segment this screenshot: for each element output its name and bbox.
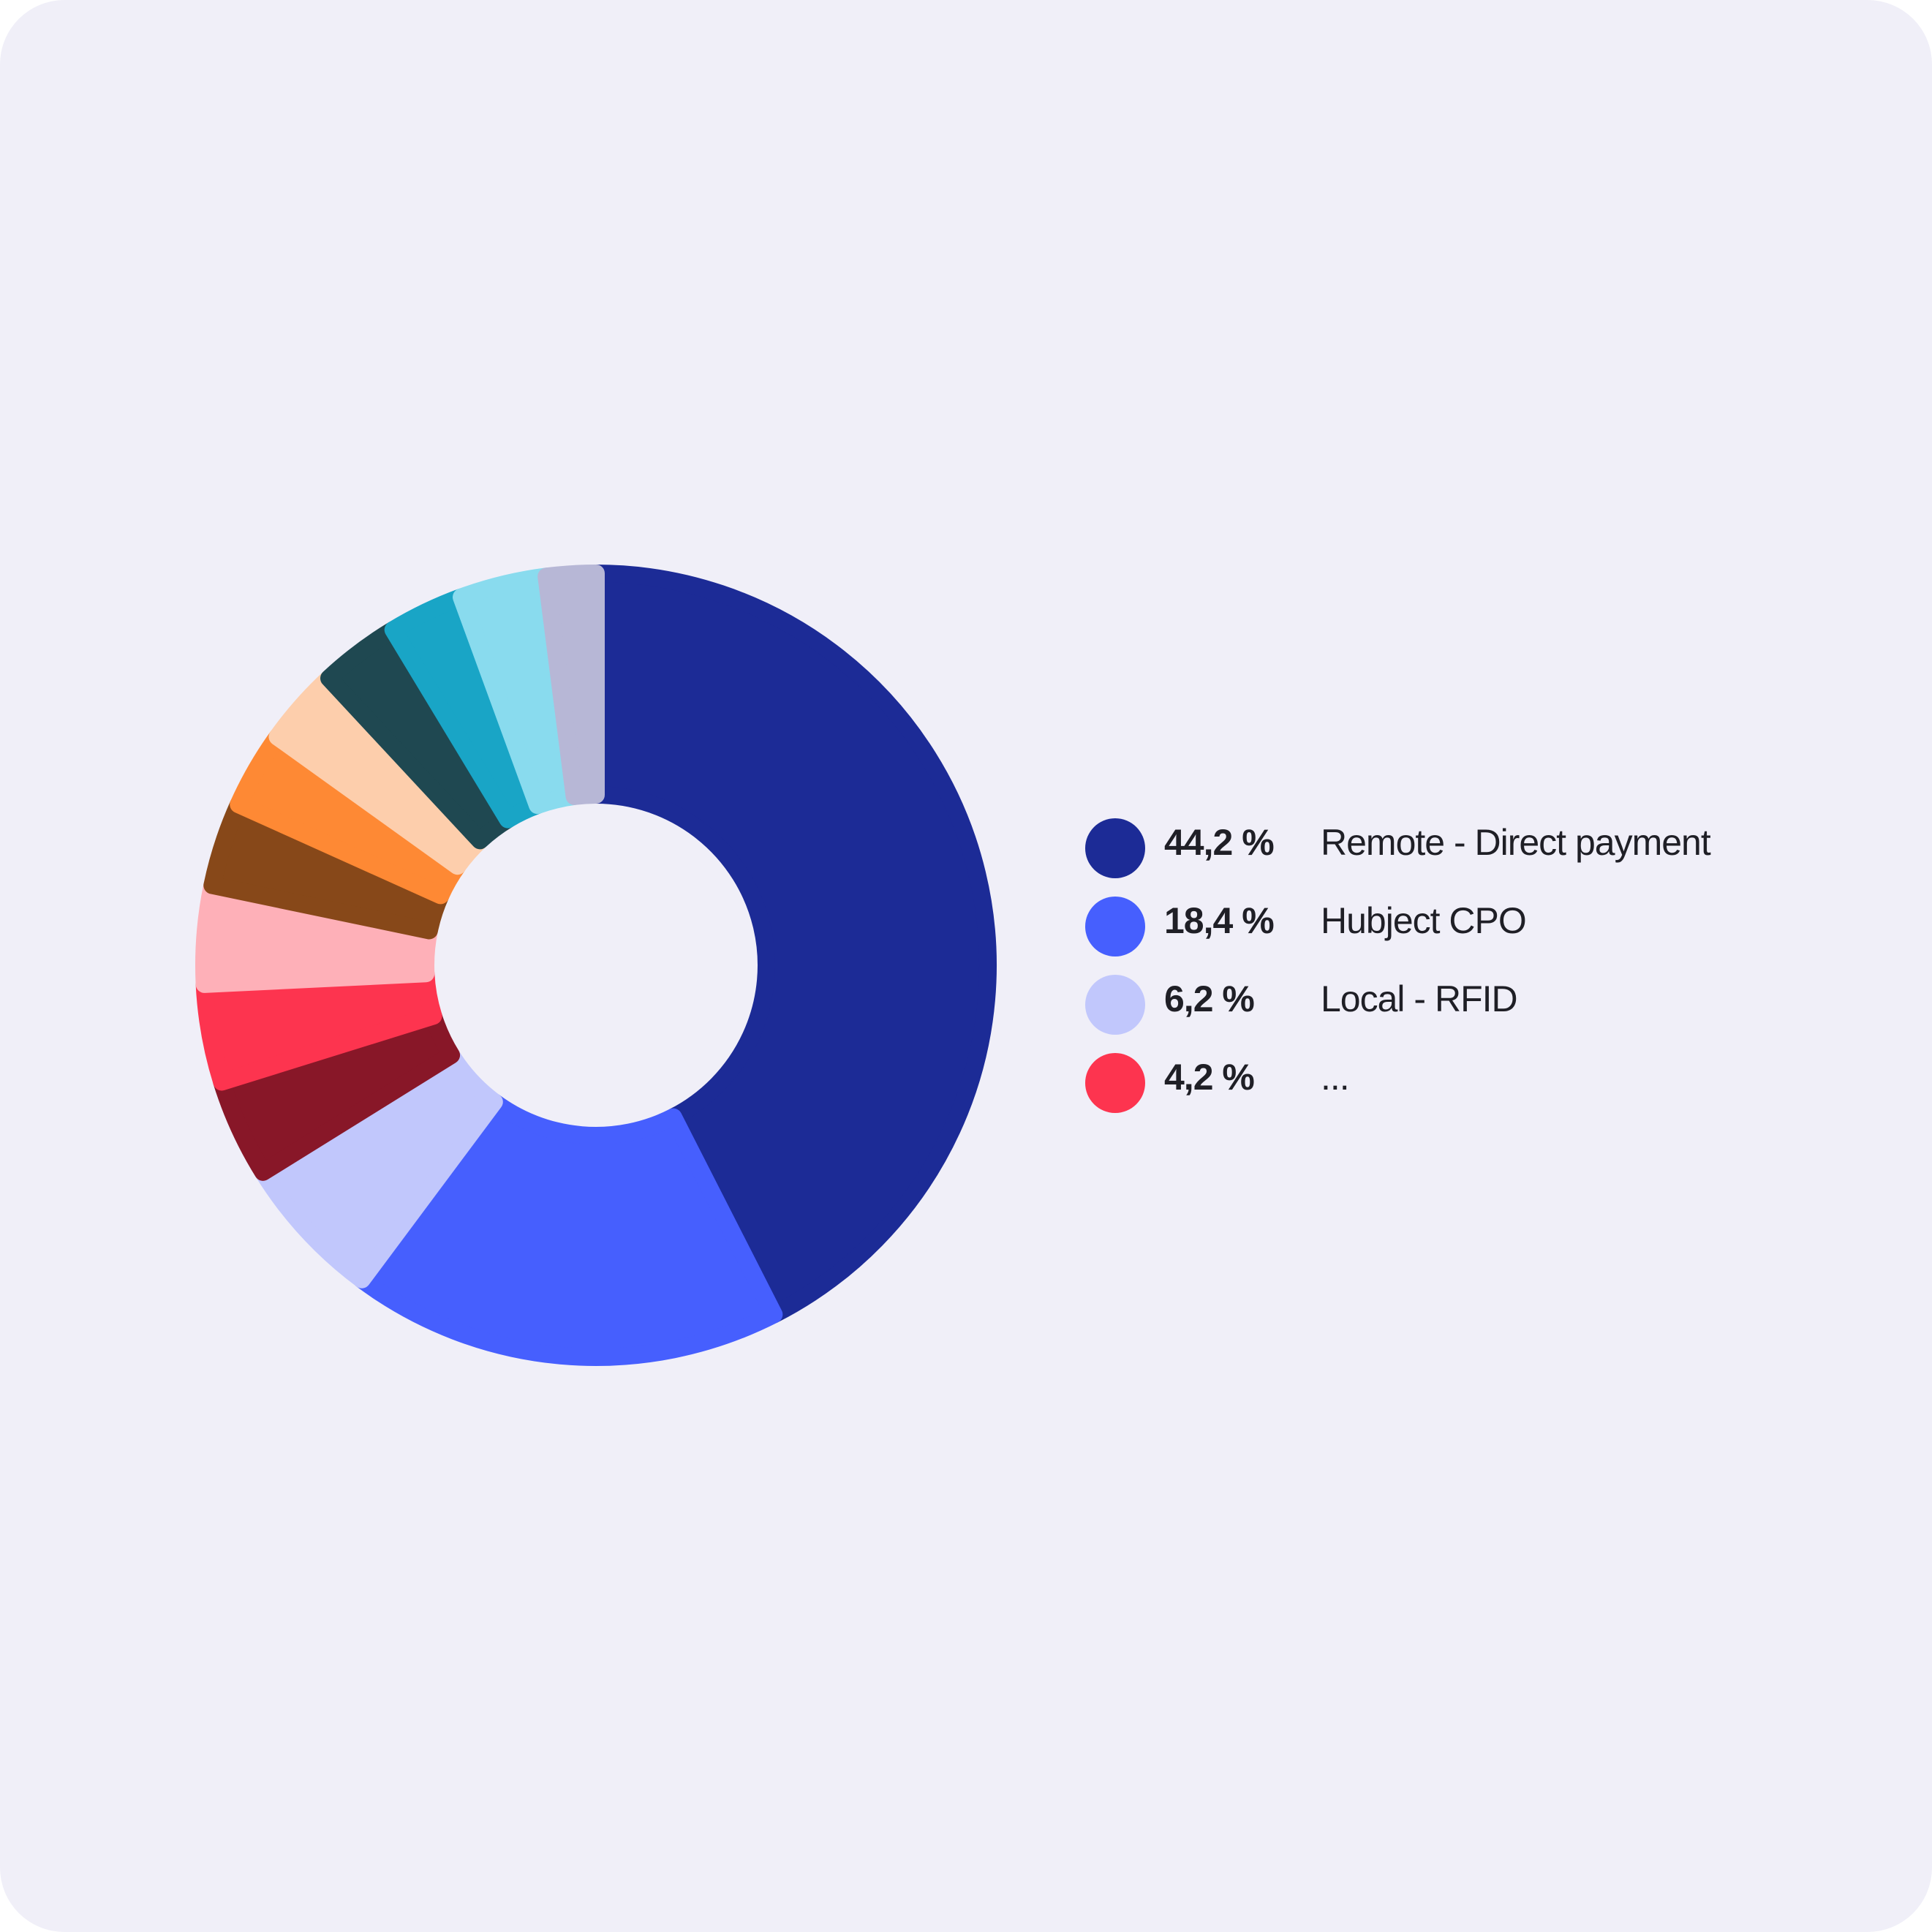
legend-value: 18,4 % <box>1164 900 1275 941</box>
legend-value: 6,2 % <box>1164 978 1255 1019</box>
legend-label: Remote - Direct payment <box>1321 822 1711 863</box>
donut-slice-1 <box>587 565 997 1324</box>
donut-slice-13 <box>537 565 605 805</box>
legend-item: 6,2 % Local - RFID <box>1082 965 1814 1043</box>
legend-item: 4,2 % ... <box>1082 1043 1814 1121</box>
legend-value: 4,2 % <box>1164 1057 1255 1098</box>
legend-label: Local - RFID <box>1321 978 1518 1019</box>
legend-label: ... <box>1321 1057 1350 1098</box>
legend-item: 44,2 % Remote - Direct payment <box>1082 808 1814 886</box>
legend: 44,2 % Remote - Direct payment 18,4 % Hu… <box>1082 808 1814 1121</box>
legend-swatch <box>1085 975 1145 1035</box>
donut-slice-2 <box>352 1093 783 1366</box>
legend-value: 44,2 % <box>1164 822 1275 863</box>
legend-swatch <box>1085 1053 1145 1113</box>
legend-swatch <box>1085 818 1145 878</box>
legend-swatch <box>1085 897 1145 956</box>
legend-item: 18,4 % Hubject CPO <box>1082 886 1814 965</box>
legend-label: Hubject CPO <box>1321 900 1527 941</box>
